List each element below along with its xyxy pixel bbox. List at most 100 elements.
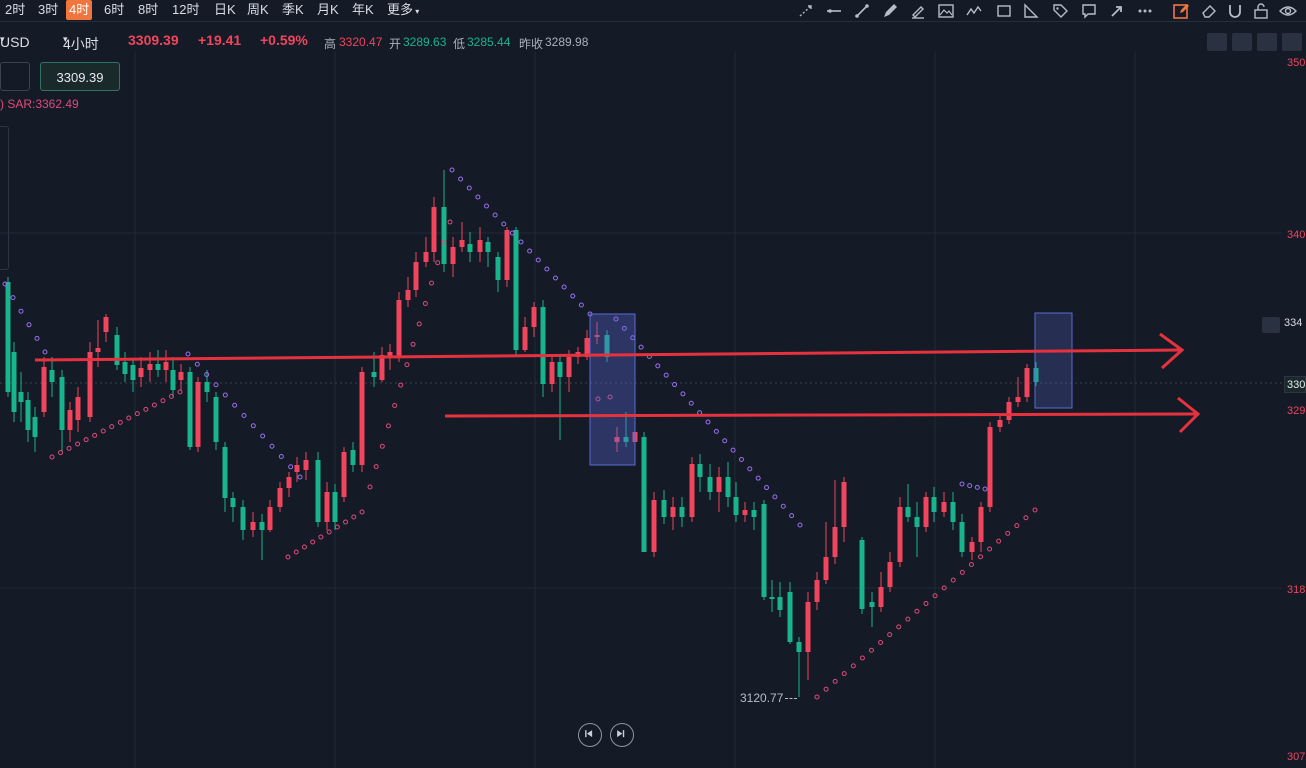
sar-dot (392, 402, 398, 408)
highlight-box-1 (589, 313, 636, 466)
sar-dot (422, 301, 428, 307)
magnet-icon[interactable] (1226, 2, 1244, 20)
eraser-icon[interactable] (1200, 2, 1218, 20)
candle-body (522, 327, 528, 350)
settings-icon[interactable] (1282, 33, 1302, 51)
sar-dot (379, 443, 385, 449)
horizontal-line-icon[interactable] (825, 2, 843, 20)
sar-dot (310, 539, 316, 545)
low-label: 低 (453, 37, 466, 51)
timeframe-4h[interactable]: 4时 (66, 0, 93, 20)
draw-mode-icon[interactable] (1232, 33, 1252, 51)
sar-dot (772, 494, 778, 500)
timeframe-quarter[interactable]: 季K (282, 2, 304, 17)
sar-dot (932, 593, 938, 599)
timeframe-month[interactable]: 月K (317, 2, 339, 17)
timeframe-year[interactable]: 年K (352, 2, 374, 17)
sar-dot (2, 281, 8, 287)
candle-body (594, 335, 600, 337)
candle-body (914, 517, 920, 527)
sar-dot (730, 447, 736, 453)
angle-icon[interactable] (1022, 2, 1040, 20)
sar-dot (655, 363, 661, 369)
lock-icon[interactable] (1252, 2, 1270, 20)
candle-body (49, 370, 55, 382)
line-chart-icon[interactable] (965, 2, 983, 20)
image-icon[interactable] (937, 2, 955, 20)
candlestick-chart[interactable] (0, 52, 1282, 768)
candle-body (41, 367, 47, 412)
timeframe-day[interactable]: 日K (214, 2, 236, 17)
timeframe-3h[interactable]: 3时 (38, 2, 59, 17)
candle-body (887, 562, 893, 587)
candle-body (769, 597, 775, 599)
candle-body (187, 372, 193, 447)
sar-dot (570, 293, 576, 299)
highlighter-icon[interactable] (909, 2, 927, 20)
low-price-marker: 3120.77 (740, 691, 798, 705)
sar-dot (527, 248, 533, 254)
timeframe-6h[interactable]: 6时 (104, 2, 125, 17)
candle-body (5, 282, 11, 392)
candle-body (905, 507, 911, 517)
candle-body (467, 244, 473, 252)
sar-dot (168, 393, 174, 399)
open-value: 3289.63 (403, 35, 447, 49)
sar-dot (841, 671, 847, 677)
marker-line (785, 698, 798, 700)
skip-back-icon (585, 730, 593, 738)
caret-down-icon: ▾ (413, 7, 420, 16)
indicator-icon[interactable] (1257, 33, 1277, 51)
order-price-field[interactable]: 3309.39 (40, 62, 120, 91)
candle-body (204, 382, 210, 392)
eye-icon[interactable] (1279, 2, 1297, 20)
open-label: 开 (389, 37, 402, 51)
sar-dot (18, 308, 24, 314)
tag-icon[interactable] (1051, 2, 1069, 20)
trend-line-icon[interactable] (853, 2, 871, 20)
alert-bell-icon[interactable] (1262, 317, 1280, 333)
candle-body (531, 307, 537, 327)
ray-tool-icon[interactable] (797, 2, 815, 20)
prev-page-button[interactable] (578, 723, 602, 747)
edit-active-icon[interactable] (1172, 2, 1190, 20)
candle-body (324, 492, 330, 522)
rectangle-icon[interactable] (995, 2, 1013, 20)
axis-label: 334 (1284, 317, 1303, 329)
resistance-line (34, 348, 1181, 362)
sar-dot (814, 694, 820, 700)
arrow-icon[interactable] (1108, 2, 1126, 20)
side-panel-handle[interactable] (0, 126, 9, 270)
callout-icon[interactable] (1080, 2, 1098, 20)
timeframe-more[interactable]: 更多 ▾ (384, 0, 422, 20)
candle-body (130, 365, 136, 380)
candle-body (832, 527, 838, 557)
top-toolbar: 2时 3时 4时 6时 8时 12时 日K 周K 季K 月K 年K 更多 ▾ (0, 0, 1306, 22)
candle-body (959, 522, 965, 552)
candle-body (423, 252, 429, 262)
next-page-button[interactable] (610, 723, 634, 747)
candle-body (742, 510, 748, 515)
timeframe-2h[interactable]: 2时 (5, 2, 26, 17)
sar-dot (288, 464, 294, 470)
axis-label: 350 (1287, 57, 1306, 69)
chart-type-icon[interactable] (1207, 33, 1227, 51)
interval-text: 4小时 (63, 36, 99, 52)
timeframe-12h[interactable]: 12时 (172, 2, 200, 17)
more-icon[interactable] (1136, 2, 1154, 20)
sar-dot (878, 639, 884, 645)
low-price-text: 3120.77 (740, 691, 784, 705)
timeframe-8h[interactable]: 8时 (138, 2, 159, 17)
sar-dot (705, 419, 711, 425)
sar-dot (241, 413, 247, 418)
candle-body (332, 492, 338, 522)
candle-body (59, 377, 65, 430)
candle-body (623, 437, 629, 442)
sar-dot (49, 454, 55, 460)
timeframe-week[interactable]: 周K (247, 2, 269, 17)
order-qty-field[interactable] (0, 62, 30, 91)
candle-body (1033, 368, 1039, 382)
pen-icon[interactable] (881, 2, 899, 20)
sar-dot (509, 230, 515, 236)
candle-body (277, 488, 283, 507)
